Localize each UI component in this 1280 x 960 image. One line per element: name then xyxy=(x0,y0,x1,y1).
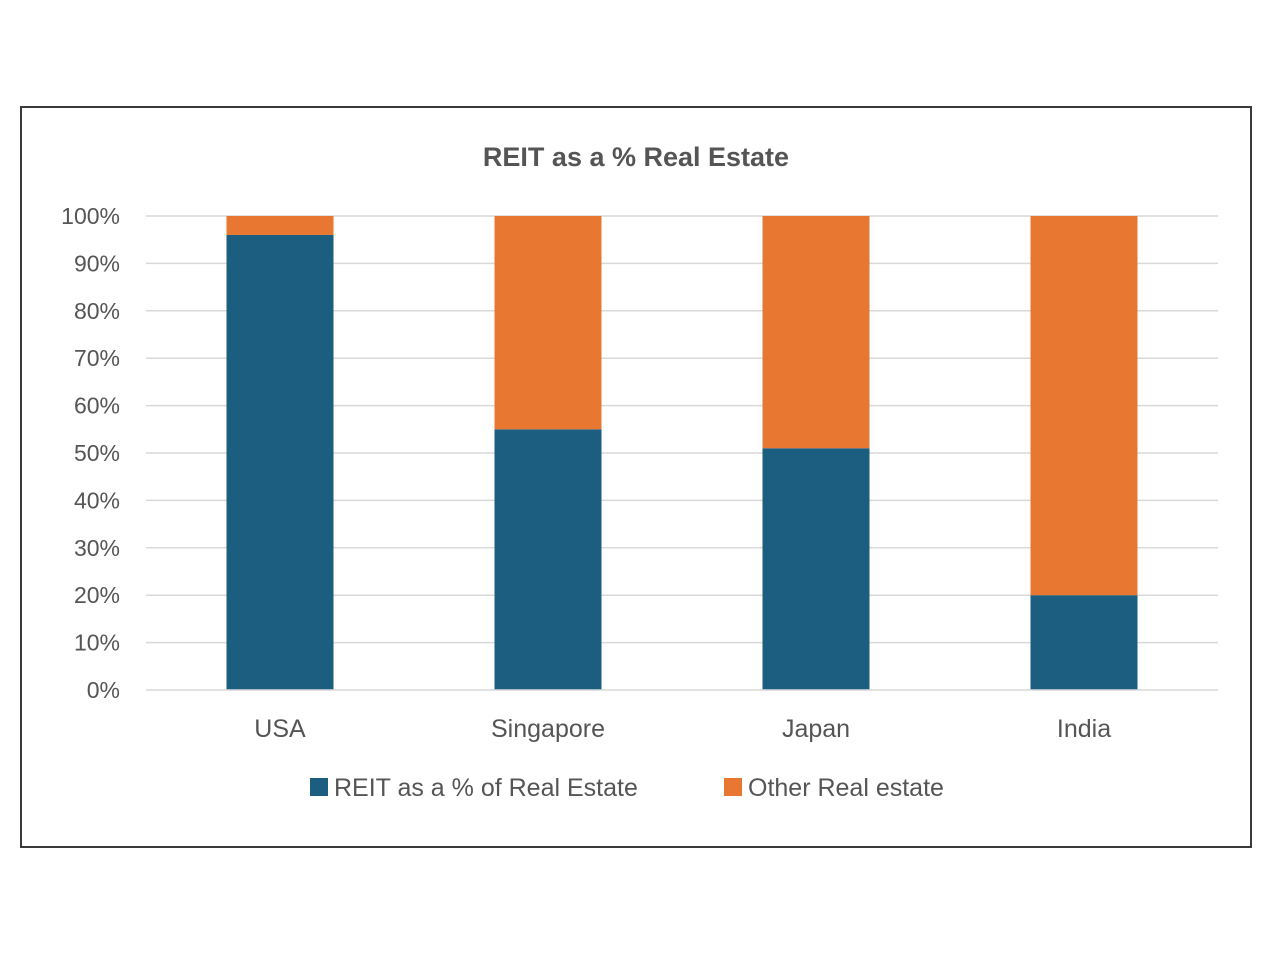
y-tick-label: 80% xyxy=(74,298,120,324)
y-tick-label: 0% xyxy=(87,677,120,703)
bar-singapore-series-1 xyxy=(494,429,602,690)
y-tick-label: 60% xyxy=(74,393,120,419)
y-tick-label: 100% xyxy=(61,203,120,229)
chart-frame: REIT as a % Real Estate 0% 10% 20% 30% 40% 50… xyxy=(20,106,1252,848)
bar-usa-series-1 xyxy=(226,234,334,690)
legend-swatch xyxy=(724,778,742,796)
bar-india-series-2 xyxy=(1030,216,1138,596)
y-tick-label: 50% xyxy=(74,440,120,466)
x-tick-label: Singapore xyxy=(491,715,605,743)
y-axis-ticks: 0% 10% 20% 30% 40% 50% 60% 70% 80% 90% 100% xyxy=(61,203,120,703)
bar-japan-series-1 xyxy=(762,448,870,690)
bar-india-series-1 xyxy=(1030,595,1138,690)
y-tick-label: 20% xyxy=(74,582,120,608)
y-tick-label: 90% xyxy=(74,250,120,276)
bar-singapore-series-2 xyxy=(494,216,602,430)
y-tick-label: 70% xyxy=(74,345,120,371)
bars xyxy=(226,216,1138,690)
stacked-bar-chart: REIT as a % Real Estate 0% 10% 20% 30% 40% 50… xyxy=(61,142,1218,802)
x-axis-labels: USA Singapore Japan India xyxy=(254,715,1111,743)
legend: REIT as a % of Real Estate Other Real est… xyxy=(310,774,944,802)
legend-label: REIT as a % of Real Estate xyxy=(334,774,638,802)
chart-title: REIT as a % Real Estate xyxy=(483,142,789,172)
legend-label: Other Real estate xyxy=(748,774,944,802)
legend-swatch xyxy=(310,778,328,796)
y-tick-label: 30% xyxy=(74,535,120,561)
y-tick-label: 10% xyxy=(74,630,120,656)
x-tick-label: India xyxy=(1057,715,1111,743)
y-tick-label: 40% xyxy=(74,487,120,513)
x-tick-label: USA xyxy=(254,715,306,743)
bar-usa-series-2 xyxy=(226,216,334,235)
x-tick-label: Japan xyxy=(782,715,850,743)
bar-japan-series-2 xyxy=(762,216,870,449)
